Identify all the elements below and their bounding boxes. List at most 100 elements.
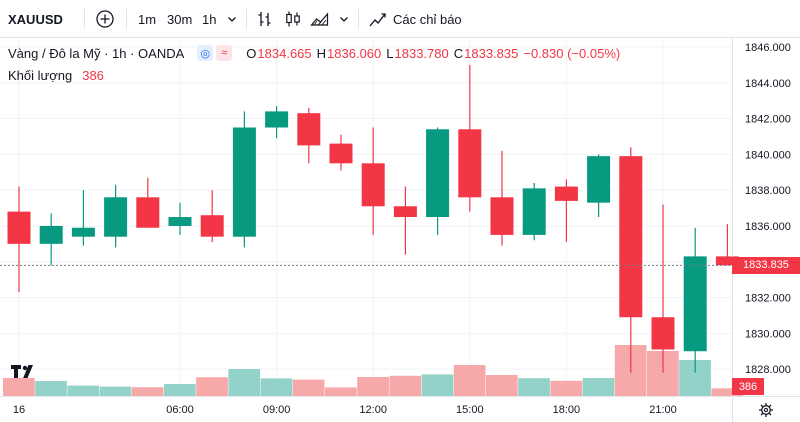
add-symbol-button[interactable] [95, 0, 115, 38]
interval-label: 1h [202, 11, 217, 27]
volume-label: Khối lượng [8, 68, 73, 83]
time-tick-label: 18:00 [553, 404, 581, 416]
candle-body [297, 113, 321, 146]
interval-label: 30m [167, 11, 193, 27]
price-chart[interactable]: 1828.0001830.0001832.0001834.0001836.000… [0, 38, 800, 422]
volume-bar [582, 378, 615, 396]
time-tick-label: 15:00 [456, 404, 484, 416]
toolbar-divider [84, 9, 85, 29]
volume-bar [389, 375, 422, 396]
candle-body [683, 256, 707, 352]
indicators-button[interactable]: Các chỉ báo [368, 0, 462, 38]
time-tick-label: 06:00 [166, 404, 194, 416]
volume-bar [99, 386, 132, 396]
candle-body [715, 256, 739, 266]
price-axis-labels: 1828.0001830.0001832.0001834.0001836.000… [745, 42, 791, 376]
volume-value: 386 [82, 68, 104, 83]
open-value: 1834.665 [257, 45, 312, 61]
interval-label: 1m [138, 11, 157, 27]
interval-menu-button[interactable] [226, 0, 238, 38]
candle-body [619, 156, 643, 318]
interval-1m-button[interactable]: 1m [138, 0, 156, 38]
indicators-icon [369, 13, 386, 27]
price-tick-label: 1832.000 [745, 293, 791, 305]
candle-body [232, 127, 256, 237]
candle-body [426, 129, 450, 217]
volume-bar [67, 385, 100, 396]
low-label: L [386, 45, 394, 61]
data-delayed-badge[interactable]: ≈ [216, 45, 233, 61]
time-axis-labels: 16 06:00 09:00 12:00 15:00 18:00 21:00 [13, 404, 677, 416]
candle-body [200, 215, 224, 237]
tradingview-logo[interactable]: TV [10, 361, 40, 381]
volume-bar [421, 374, 454, 396]
market-status-badge[interactable]: ◎ [197, 45, 214, 61]
symbol-search[interactable]: XAUUSD [8, 0, 63, 38]
price-tick-label: 1830.000 [745, 328, 791, 340]
top-toolbar: XAUUSD 1m 30m 1h Các chỉ báo [0, 0, 800, 38]
volume-price-tag: 386 [732, 378, 764, 395]
volume-bar [164, 384, 196, 396]
current-price-value: 1833.835 [743, 259, 789, 272]
toolbar-divider [246, 9, 247, 29]
volume-tag-value: 386 [738, 380, 758, 393]
candles-chart-type-button[interactable] [284, 0, 302, 38]
volume-bar [292, 379, 325, 396]
symbol-label: XAUUSD [8, 11, 63, 27]
volume-bar [357, 377, 389, 396]
volume-bar [260, 378, 293, 396]
candle-body [490, 197, 514, 235]
chart-type-menu-button[interactable] [338, 0, 350, 38]
volume-bar [550, 380, 583, 396]
volume-bar [486, 375, 518, 396]
bar-chart-type-button[interactable] [256, 0, 274, 38]
area-chart-type-button[interactable] [310, 0, 330, 38]
high-label: H [316, 45, 327, 61]
interval-30m-button[interactable]: 30m [167, 0, 192, 38]
toolbar-divider [358, 9, 359, 29]
close-label: C [453, 45, 464, 61]
toolbar-divider [126, 9, 127, 29]
candle-body [393, 206, 417, 217]
chevron-down-icon [228, 17, 236, 22]
time-tick-label: 21:00 [649, 404, 677, 416]
interval-1h-button[interactable]: 1h [202, 0, 216, 38]
price-tick-label: 1840.000 [745, 149, 791, 161]
indicators-label: Các chỉ báo [393, 11, 462, 27]
candle-body [265, 111, 289, 128]
time-tick-label: 16 [13, 404, 25, 416]
time-tick-label: 09:00 [263, 404, 291, 416]
volume-bar [518, 378, 550, 396]
price-tick-label: 1828.000 [745, 364, 791, 376]
candle-body [361, 163, 385, 207]
candle-body [71, 227, 95, 237]
candle-body [104, 197, 128, 237]
current-price-tag: 1833.835 [732, 256, 800, 274]
candle-body [329, 143, 353, 164]
candle-body [587, 156, 611, 203]
low-value: 1833.780 [394, 45, 449, 61]
change-value: −0.830 (−0.05%) [523, 45, 621, 61]
candle-body [168, 217, 192, 226]
candle-body [554, 186, 578, 201]
price-tick-label: 1844.000 [745, 78, 791, 90]
volume-bar [131, 387, 164, 396]
price-tick-label: 1838.000 [745, 185, 791, 197]
series-title: Vàng / Đô la Mỹ · 1h · OANDA [8, 45, 185, 61]
candle-body [136, 197, 160, 228]
area-chart-icon [310, 12, 329, 26]
chart-legend: Vàng / Đô la Mỹ · 1h · OANDA ◎ ≈ O 1834.6… [8, 45, 625, 61]
time-tick-label: 12:00 [359, 404, 387, 416]
volume-bars [3, 345, 744, 396]
candle-body [522, 188, 546, 235]
high-value: 1836.060 [327, 45, 382, 61]
volume-bar [35, 381, 67, 396]
candles-icon [286, 11, 300, 27]
chart-settings-button[interactable] [756, 400, 776, 420]
gear-icon [759, 403, 773, 417]
close-value: 1833.835 [464, 45, 519, 61]
candlestick-series [7, 64, 739, 373]
candle-body [651, 317, 675, 350]
plus-circle-icon [96, 10, 114, 28]
volume-bar [3, 378, 35, 396]
